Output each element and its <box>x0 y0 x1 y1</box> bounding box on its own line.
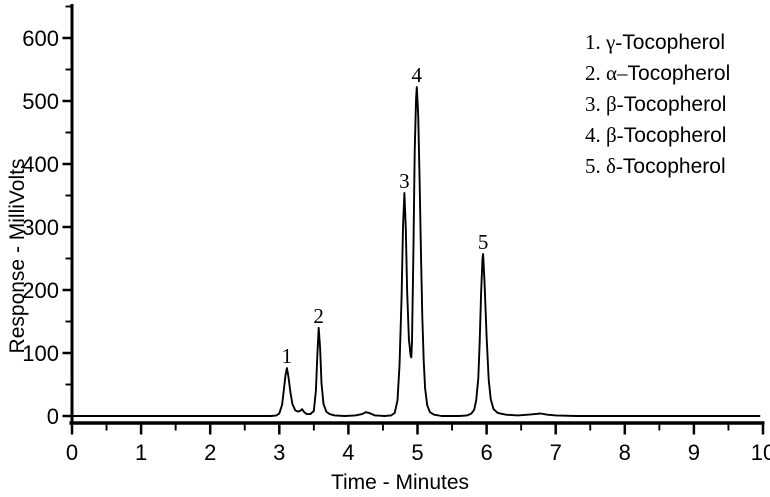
x-tick-label: 5 <box>411 440 423 465</box>
x-tick-label: 0 <box>66 440 78 465</box>
legend-item-compound: Tocopherol <box>622 155 726 178</box>
legend-item: 1. γ-Tocopherol <box>585 27 730 58</box>
x-tick-label: 3 <box>273 440 285 465</box>
y-tick-label: 300 <box>22 215 59 240</box>
legend-item-compound: Tocopherol <box>622 31 726 54</box>
x-tick-label: 8 <box>619 440 631 465</box>
legend-item: 4. β-Tocopherol <box>585 120 730 151</box>
peak-label: 4 <box>412 63 423 87</box>
legend-item-number-and-greek: 4. β- <box>585 123 624 147</box>
y-tick-label: 500 <box>22 89 59 114</box>
peak-label: 2 <box>313 304 324 328</box>
legend-item-number-and-greek: 2. α– <box>585 61 628 85</box>
legend-item: 2. α–Tocopherol <box>585 58 730 89</box>
legend-item: 3. β-Tocopherol <box>585 89 730 120</box>
x-tick-label: 10 <box>751 440 770 465</box>
x-tick-label: 2 <box>204 440 216 465</box>
peak-label: 3 <box>399 169 410 193</box>
trace-line <box>71 86 761 417</box>
y-tick-label: 400 <box>22 152 59 177</box>
y-axis-title: Response - MilliVolts <box>6 158 29 354</box>
x-tick-label: 4 <box>342 440 354 465</box>
y-tick-label: 200 <box>22 278 59 303</box>
legend-item-compound: Tocopherol <box>623 124 727 147</box>
legend-item-compound: Tocopherol <box>623 93 727 116</box>
legend-item-compound: Tocopherol <box>627 62 731 85</box>
legend: 1. γ-Tocopherol 2. α–Tocopherol 3. β-Tocop… <box>585 27 730 182</box>
x-tick-label: 6 <box>480 440 492 465</box>
legend-item-number-and-greek: 5. δ- <box>585 154 623 178</box>
legend-item-number-and-greek: 1. γ- <box>585 30 623 54</box>
x-axis-title: Time - Minutes <box>330 471 470 494</box>
peak-label: 1 <box>282 344 293 368</box>
legend-item: 5. δ-Tocopherol <box>585 151 730 182</box>
legend-item-number-and-greek: 3. β- <box>585 92 624 116</box>
y-tick-label: 0 <box>47 404 59 429</box>
peak-label: 5 <box>478 230 489 254</box>
y-tick-label: 600 <box>22 26 59 51</box>
x-tick-label: 7 <box>550 440 562 465</box>
x-tick-label: 9 <box>688 440 700 465</box>
y-tick-label: 100 <box>22 341 59 366</box>
x-tick-label: 1 <box>135 440 147 465</box>
